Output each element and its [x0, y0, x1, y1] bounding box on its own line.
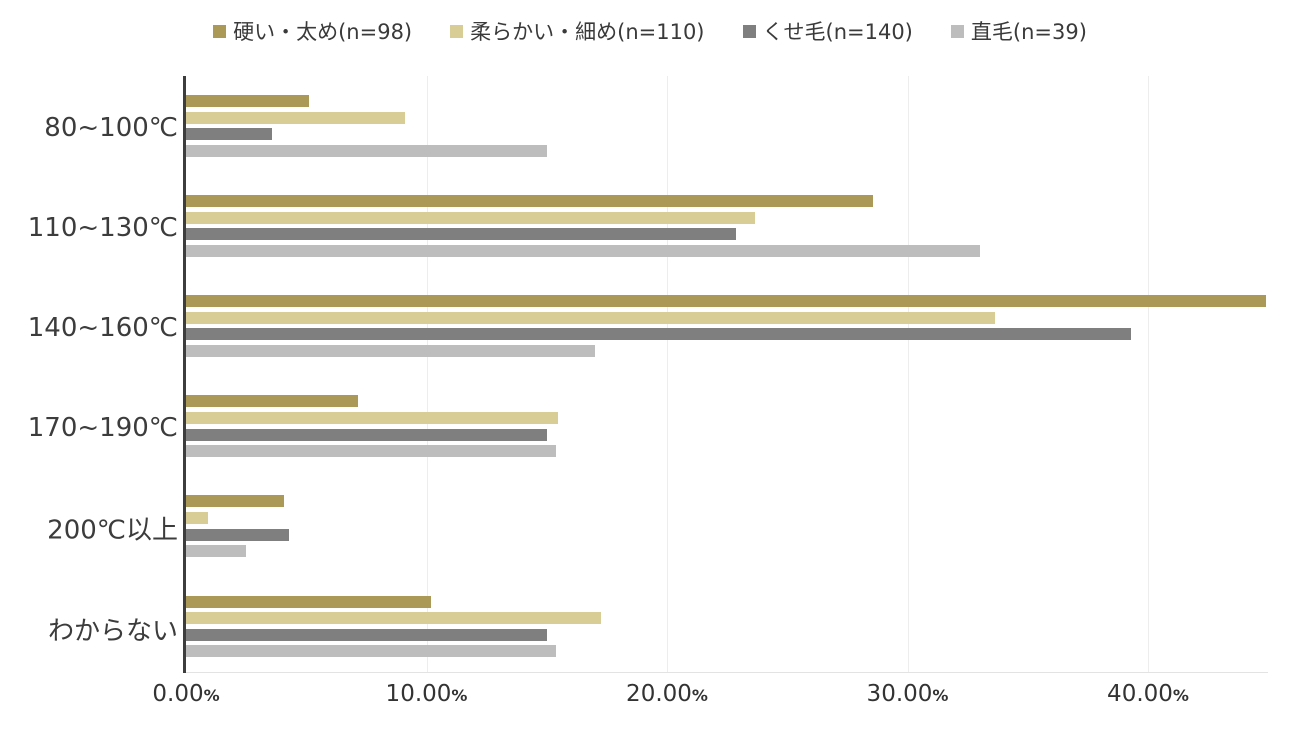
- bar-硬い・太め(n=98)-200℃以上: [186, 495, 285, 508]
- legend-item-1: 柔らかい・細め(n=110): [450, 16, 705, 46]
- x-tick-percent-sign: %: [1172, 686, 1189, 705]
- bar-硬い・太め(n=98)-110~130℃: [186, 195, 874, 208]
- bar-直毛(n=39)-200℃以上: [186, 545, 247, 558]
- y-axis-label-1: 110~130℃: [27, 213, 178, 244]
- bar-柔らかい・細め(n=110)-わからない: [186, 612, 602, 625]
- gridline-30: [907, 76, 909, 672]
- x-tick-percent-sign: %: [932, 686, 949, 705]
- y-axis-label-4: 200℃以上: [47, 515, 178, 546]
- bar-柔らかい・細め(n=110)-200℃以上: [186, 512, 208, 524]
- x-axis-tick-0: 0.00%: [152, 681, 219, 707]
- bar-くせ毛(n=140)-わからない: [186, 628, 547, 641]
- legend: 硬い・太め(n=98) 柔らかい・細め(n=110) くせ毛(n=140) 直毛(n=…: [0, 16, 1300, 46]
- x-tick-number: 30.00: [866, 681, 933, 707]
- y-axis-label-0: 80~100℃: [44, 113, 178, 144]
- x-tick-number: 40.00: [1107, 681, 1173, 707]
- x-tick-percent-sign: %: [451, 686, 468, 705]
- y-axis-label-5: わからない: [47, 616, 178, 647]
- bar-直毛(n=39)-わからない: [186, 645, 557, 658]
- legend-label: 硬い・太め(n=98): [233, 20, 413, 44]
- legend-label: 直毛(n=39): [970, 20, 1087, 44]
- bar-直毛(n=39)-110~130℃: [186, 244, 980, 257]
- bar-くせ毛(n=140)-80~100℃: [186, 128, 272, 141]
- bar-硬い・太め(n=98)-80~100℃: [186, 95, 309, 107]
- bar-硬い・太め(n=98)-140~160℃: [186, 295, 1266, 308]
- x-tick-number: 0.00: [152, 681, 204, 707]
- x-axis-tick-30: 30.00%: [867, 681, 949, 707]
- gridline-40: [1148, 76, 1149, 672]
- legend-item-3: 直毛(n=39): [950, 16, 1087, 46]
- x-axis-tick-10: 10.00%: [386, 681, 468, 707]
- gridline-10: [426, 76, 428, 672]
- bar-直毛(n=39)-140~160℃: [186, 345, 595, 357]
- bar-くせ毛(n=140)-110~130℃: [186, 228, 736, 241]
- gridline-20: [667, 76, 668, 672]
- legend-swatch-icon: [213, 24, 227, 38]
- bar-柔らかい・細め(n=110)-140~160℃: [186, 311, 996, 324]
- bar-直毛(n=39)-80~100℃: [186, 144, 547, 157]
- bar-くせ毛(n=140)-200℃以上: [186, 528, 290, 541]
- plot-area: [186, 76, 1268, 673]
- x-tick-percent-sign: %: [691, 686, 708, 705]
- x-axis-tick-20: 20.00%: [626, 681, 708, 707]
- x-axis-tick-40: 40.00%: [1107, 681, 1189, 707]
- bar-硬い・太め(n=98)-170~190℃: [186, 395, 358, 408]
- legend-label: くせ毛(n=140): [762, 20, 913, 44]
- legend-label: 柔らかい・細め(n=110): [470, 20, 705, 44]
- y-axis-label-2: 140~160℃: [27, 313, 178, 344]
- x-tick-number: 10.00: [385, 681, 452, 707]
- bar-柔らかい・細め(n=110)-110~130℃: [186, 211, 755, 224]
- bar-直毛(n=39)-170~190℃: [186, 445, 557, 458]
- x-tick-number: 20.00: [626, 681, 692, 707]
- legend-item-0: 硬い・太め(n=98): [213, 16, 412, 46]
- y-axis-label-3: 170~190℃: [27, 413, 178, 444]
- bar-硬い・太め(n=98)-わからない: [186, 595, 432, 608]
- x-axis: 0.00% 10.00% 20.00% 30.00% 40.00%: [152, 681, 1268, 713]
- x-tick-percent-sign: %: [203, 686, 220, 705]
- legend-swatch-icon: [950, 24, 964, 38]
- bar-柔らかい・細め(n=110)-80~100℃: [186, 111, 405, 124]
- bar-くせ毛(n=140)-170~190℃: [186, 428, 547, 441]
- legend-item-2: くせ毛(n=140): [742, 16, 913, 46]
- legend-swatch-icon: [450, 24, 464, 38]
- bar-柔らかい・細め(n=110)-170~190℃: [186, 411, 558, 424]
- y-axis-line: [183, 76, 186, 673]
- legend-swatch-icon: [742, 24, 756, 38]
- bar-くせ毛(n=140)-140~160℃: [186, 328, 1131, 341]
